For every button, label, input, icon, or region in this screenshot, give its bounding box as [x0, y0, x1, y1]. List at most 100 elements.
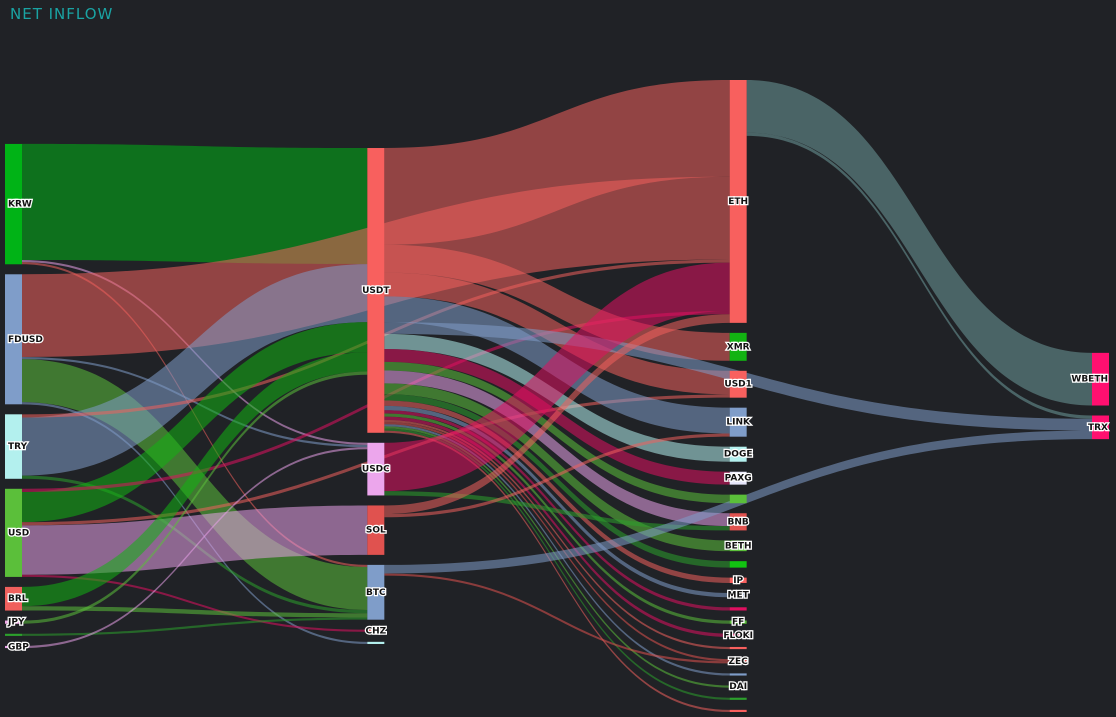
node-label: CHZ	[365, 626, 386, 636]
node-label: XMR	[727, 342, 750, 352]
node	[729, 673, 747, 676]
node-label: WBETH	[1071, 375, 1108, 385]
link	[384, 422, 730, 662]
node	[367, 442, 385, 496]
node-label: USDC	[362, 465, 390, 475]
node	[5, 143, 22, 265]
link	[22, 371, 368, 624]
node-label: IP	[733, 576, 743, 586]
link	[384, 573, 730, 664]
node	[729, 561, 747, 568]
link	[384, 491, 730, 531]
node	[5, 488, 22, 577]
node	[729, 332, 747, 361]
node-label: BNB	[728, 517, 749, 527]
link	[384, 400, 730, 583]
link	[22, 264, 368, 476]
link	[22, 447, 368, 649]
node-label: FF	[732, 618, 744, 628]
node-label: MET	[728, 591, 750, 601]
node	[367, 564, 385, 620]
node	[5, 586, 22, 611]
node-label: BRL	[8, 594, 28, 604]
node	[729, 513, 747, 531]
node-label: ETH	[728, 197, 748, 207]
node-label: KRW	[8, 200, 32, 210]
link	[384, 394, 730, 568]
node	[729, 80, 747, 323]
link	[384, 383, 730, 552]
node	[5, 620, 22, 624]
link	[22, 143, 368, 265]
node-label: DOGE	[724, 450, 753, 460]
link	[22, 357, 368, 448]
node	[5, 274, 22, 405]
node	[5, 414, 22, 479]
node	[729, 592, 747, 598]
nodes	[5, 80, 1109, 712]
node-label: BTC	[366, 588, 386, 598]
link	[22, 505, 368, 575]
node-label: FLOKI	[723, 631, 753, 641]
node	[729, 607, 747, 611]
link	[22, 617, 368, 636]
node-label: TRY	[8, 442, 28, 452]
node	[729, 471, 747, 485]
link	[22, 574, 368, 632]
link	[384, 430, 730, 712]
node-label: USD	[8, 528, 29, 538]
node	[367, 505, 385, 555]
node	[367, 641, 385, 644]
node-label: DAI	[729, 682, 747, 692]
link	[384, 419, 730, 650]
node	[729, 697, 747, 700]
node	[5, 633, 22, 636]
link	[384, 428, 730, 700]
labels: KRW FDUSD TRY USD BRL JPY GBP USDT USDC SOL BTC CHZ…	[6, 196, 1110, 694]
link	[22, 322, 368, 523]
link	[22, 352, 368, 607]
node	[367, 629, 385, 632]
node-label: SOL	[366, 526, 386, 536]
node	[729, 620, 747, 624]
node	[729, 446, 747, 462]
node-label: LINK	[726, 418, 751, 428]
node-label: FDUSD	[8, 335, 43, 345]
links	[22, 80, 1092, 712]
node	[729, 659, 747, 664]
node	[5, 645, 22, 649]
node-label: ZEC	[729, 657, 749, 667]
node	[729, 370, 747, 398]
link	[384, 314, 730, 515]
node	[729, 633, 747, 637]
node-label: USD1	[724, 380, 752, 390]
node	[729, 709, 747, 712]
link	[22, 606, 368, 618]
node	[729, 685, 747, 688]
link	[384, 433, 730, 518]
node	[729, 540, 747, 552]
link	[384, 424, 730, 676]
node-label: PAXG	[725, 474, 752, 484]
node	[729, 494, 747, 504]
node-label: GBP	[8, 643, 29, 653]
node	[729, 577, 747, 583]
node-label: TRX	[1088, 423, 1108, 433]
node	[1092, 415, 1109, 440]
node-label: BETH	[725, 541, 752, 551]
link	[384, 416, 730, 637]
chart-title: NET INFLOW	[10, 5, 113, 23]
link	[384, 405, 730, 598]
link	[384, 80, 730, 245]
link	[384, 244, 730, 361]
node	[729, 407, 747, 437]
node	[729, 646, 747, 650]
node	[367, 148, 385, 433]
node-label: USDT	[362, 286, 390, 296]
link	[384, 413, 730, 624]
link	[384, 262, 730, 492]
node	[1092, 352, 1109, 406]
link	[746, 132, 1092, 419]
node-label: JPY	[7, 618, 25, 628]
